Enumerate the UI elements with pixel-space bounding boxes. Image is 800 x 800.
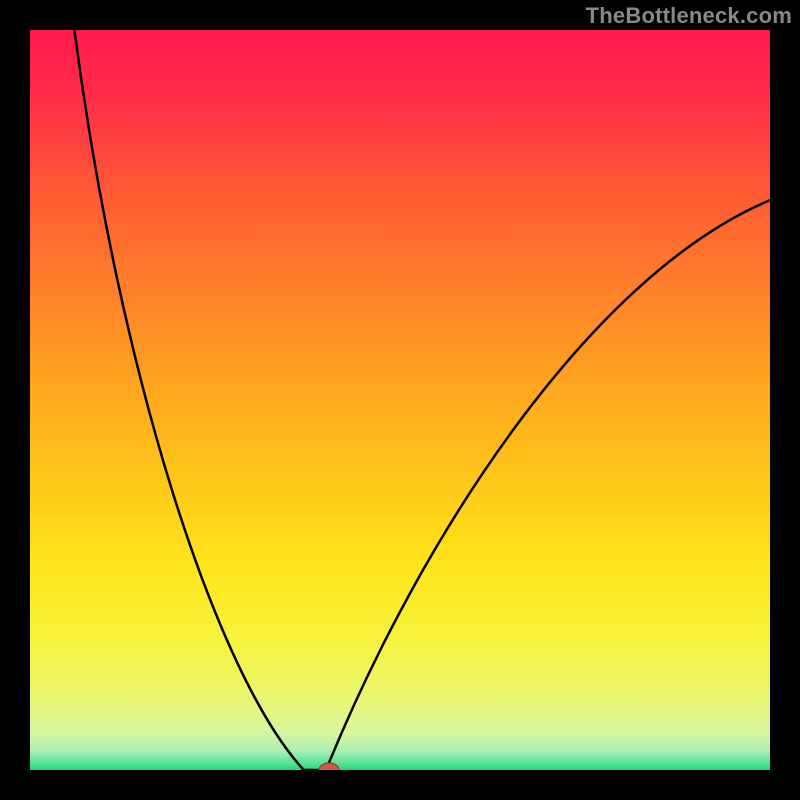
- chart-container: TheBottleneck.com: [0, 0, 800, 800]
- bottleneck-chart: [0, 0, 800, 800]
- plot-background: [30, 30, 770, 770]
- plot-area: [30, 30, 770, 777]
- watermark-text: TheBottleneck.com: [586, 3, 792, 29]
